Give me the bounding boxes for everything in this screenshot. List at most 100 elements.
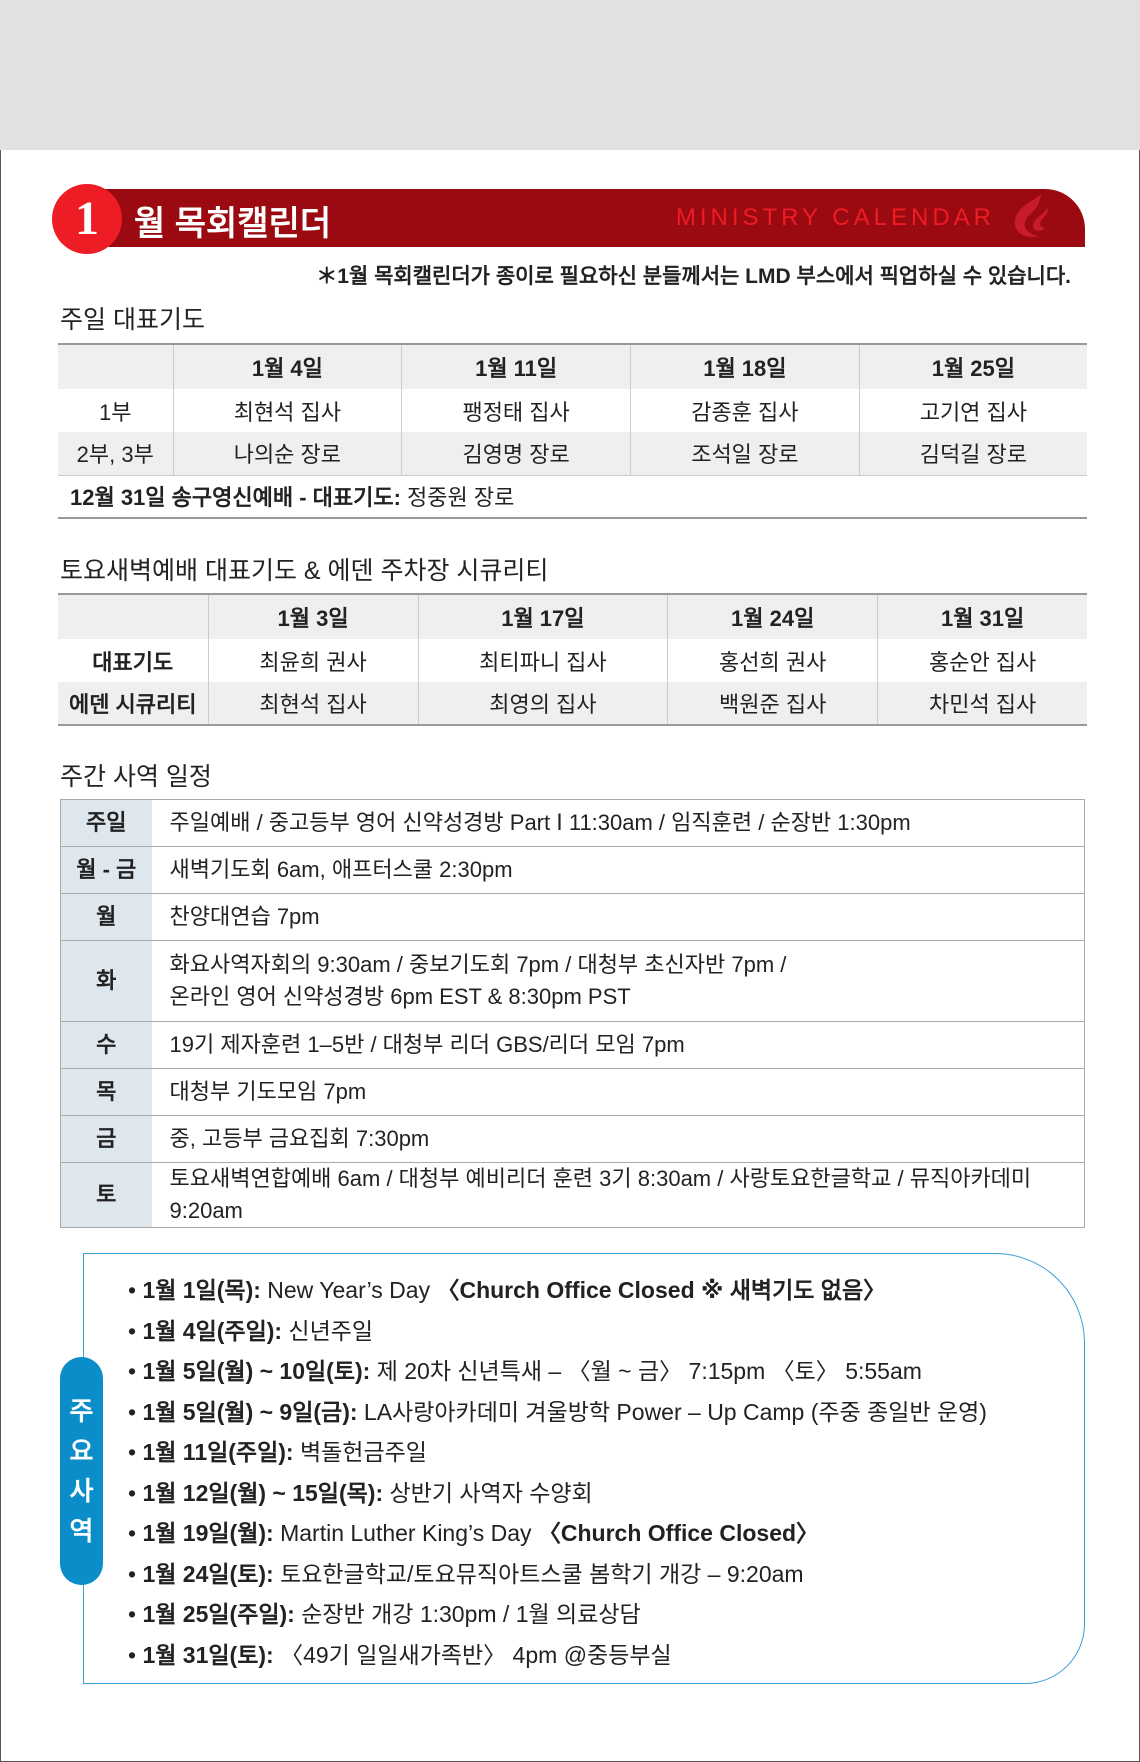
schedule-text: 토요새벽연합예배 6am / 대청부 예비리더 훈련 3기 8:30am / 사…	[151, 1162, 1085, 1228]
cell: 백원준 집사	[667, 682, 878, 725]
top-band	[0, 0, 1140, 150]
event-item: • 1월 5일(월) ~ 9일(금): LA사랑아카데미 겨울방학 Power …	[128, 1398, 987, 1425]
day-label: 월	[60, 893, 152, 941]
event-date: 1월 5일(월) ~ 9일(금):	[142, 1398, 358, 1425]
saturday-title: 토요새벽예배 대표기도 & 에덴 주차장 시큐리티	[60, 557, 549, 585]
cell: 최티파니 집사	[417, 639, 668, 682]
sunday-title: 주일 대표기도	[60, 306, 205, 334]
cell: 차민석 집사	[877, 682, 1087, 725]
row-label: 에덴 시큐리티	[58, 682, 208, 725]
header-bar	[70, 189, 1085, 247]
date-header: 1월 25일	[858, 344, 1087, 389]
event-text: 〈49기 일일새가족반〉 4pm @중등부실	[273, 1641, 672, 1668]
row-label: 대표기도	[92, 649, 174, 675]
cell: 홍순안 집사	[877, 639, 1087, 682]
row-label: 2부, 3부	[58, 432, 173, 475]
table-row: 월 찬양대연습 7pm	[60, 893, 1085, 941]
event-item: • 1월 1일(목): New Year’s Day 〈Church Offic…	[128, 1277, 887, 1303]
event-date: 1월 5일(월) ~ 10일(토):	[142, 1358, 371, 1384]
page-title: 월 목회캘린더	[134, 205, 332, 243]
event-text: 상반기 사역자 수양회	[383, 1479, 593, 1506]
table-row: 1부 최현석 집사 팽정태 집사 감종훈 집사 고기연 집사	[58, 389, 1087, 432]
schedule-text: 중, 고등부 금요집회 7:30pm	[151, 1115, 1085, 1163]
day-label: 목	[60, 1068, 152, 1116]
weekly-title: 주간 사역 일정	[60, 763, 212, 791]
table-row: 목 대청부 기도모임 7pm	[60, 1068, 1085, 1116]
day-label: 주일	[60, 799, 152, 847]
event-text: 토요한글학교/토요뮤직아트스쿨 봄학기 개강 – 9:20am	[273, 1560, 804, 1587]
table-row: 토 토요새벽연합예배 6am / 대청부 예비리더 훈련 3기 8:30am / …	[60, 1162, 1085, 1228]
event-date: 1월 19일(월):	[142, 1520, 274, 1546]
footer-label: 12월 31일 송구영신예배 - 대표기도:	[70, 485, 401, 511]
saturday-table: 1월 3일 1월 17일 1월 24일 1월 31일 대표기도 최윤희 권사 최티파니 집…	[58, 593, 1087, 726]
schedule-text: 대청부 기도모임 7pm	[151, 1068, 1085, 1116]
event-item: • 1월 19일(월): Martin Luther King’s Day 〈C…	[128, 1520, 820, 1546]
cell: 나의순 장로	[172, 432, 402, 475]
table-row: 금 중, 고등부 금요집회 7:30pm	[60, 1115, 1085, 1163]
event-text: LA사랑아카데미 겨울방학 Power – Up Camp (주중 종일반 운영…	[357, 1398, 987, 1425]
schedule-line: 화요사역자회의 9:30am / 중보기도회 7pm / 대청부 초신자반 7p…	[169, 952, 787, 977]
cell: 최윤희 권사	[207, 639, 419, 682]
events-list: • 1월 1일(목): New Year’s Day 〈Church Offic…	[128, 1270, 987, 1675]
event-item: • 1월 31일(토): 〈49기 일일새가족반〉 4pm @중등부실	[128, 1641, 672, 1668]
cell: 최영의 집사	[417, 682, 668, 725]
event-date: 1월 1일(목):	[142, 1277, 261, 1303]
event-note: 〈Church Office Closed ※ 새벽기도 없음〉	[436, 1277, 887, 1303]
day-label: 화	[60, 940, 152, 1022]
day-label: 금	[60, 1115, 152, 1163]
schedule-text: 찬양대연습 7pm	[151, 893, 1085, 941]
footer-name: 정중원 장로	[400, 485, 515, 511]
event-item: • 1월 25일(주일): 순장반 개강 1:30pm / 1월 의료상담	[128, 1601, 641, 1627]
schedule-text: 19기 제자훈련 1–5반 / 대청부 리더 GBS/리더 모임 7pm	[151, 1021, 1085, 1069]
day-label: 토	[60, 1162, 152, 1228]
event-date: 1월 31일(토):	[142, 1641, 274, 1668]
event-text: New Year’s Day	[260, 1277, 437, 1303]
table-row: 에덴 시큐리티 최현석 집사 최영의 집사 백원준 집사 차민석 집사	[58, 682, 1087, 725]
cell: 최현석 집사	[207, 682, 419, 725]
event-item: • 1월 4일(주일): 신년주일	[128, 1317, 374, 1344]
month-number: 1	[52, 184, 122, 254]
row-label: 1부	[99, 399, 132, 425]
event-text: 제 20차 신년특새 – 〈월 ~ 금〉 7:15pm 〈토〉 5:55am	[370, 1358, 922, 1384]
event-item: • 1월 12일(월) ~ 15일(목): 상반기 사역자 수양회	[128, 1479, 593, 1506]
table-row: 주일 주일예배 / 중고등부 영어 신약성경방 Part Ⅰ 11:30am / …	[60, 799, 1085, 847]
event-date: 1월 12일(월) ~ 15일(목):	[142, 1479, 384, 1506]
schedule-text: 주일예배 / 중고등부 영어 신약성경방 Part Ⅰ 11:30am / 임직…	[151, 799, 1085, 847]
table-row: 대표기도 최윤희 권사 최티파니 집사 홍선희 권사 홍순안 집사	[58, 639, 1087, 682]
date-header: 1월 3일	[207, 594, 419, 639]
cell: 김영명 장로	[401, 432, 631, 475]
event-item: • 1월 24일(토): 토요한글학교/토요뮤직아트스쿨 봄학기 개강 – 9:…	[128, 1560, 804, 1587]
english-title: MINISTRY CALENDAR	[675, 204, 995, 231]
event-item: • 1월 11일(주일): 벽돌헌금주일	[128, 1439, 427, 1465]
date-header: 1월 31일	[877, 594, 1087, 639]
event-date: 1월 11일(주일):	[142, 1439, 294, 1465]
event-date: 1월 25일(주일):	[142, 1601, 295, 1627]
cell: 팽정태 집사	[401, 389, 631, 432]
date-header: 1월 11일	[401, 344, 631, 389]
event-text: 신년주일	[282, 1317, 374, 1344]
date-header: 1월 18일	[630, 344, 860, 389]
event-item: • 1월 5일(월) ~ 10일(토): 제 20차 신년특새 – 〈월 ~ 금…	[128, 1358, 922, 1384]
event-text: 순장반 개강 1:30pm / 1월 의료상담	[294, 1601, 641, 1627]
day-label: 수	[60, 1021, 152, 1069]
event-text: Martin Luther King’s Day	[273, 1520, 538, 1546]
date-header: 1월 24일	[667, 594, 878, 639]
day-label: 월 - 금	[60, 846, 152, 894]
table-row: 수 19기 제자훈련 1–5반 / 대청부 리더 GBS/리더 모임 7pm	[60, 1021, 1085, 1069]
cell: 최현석 집사	[172, 389, 402, 432]
new-year-eve-note: 12월 31일 송구영신예배 - 대표기도: 정중원 장로	[58, 474, 1087, 518]
schedule-text: 화요사역자회의 9:30am / 중보기도회 7pm / 대청부 초신자반 7p…	[151, 940, 1085, 1022]
event-date: 1월 4일(주일):	[142, 1317, 283, 1344]
cell: 홍선희 권사	[667, 639, 878, 682]
event-note: 〈Church Office Closed〉	[537, 1520, 820, 1546]
cell: 조석일 장로	[630, 432, 860, 475]
cell: 김덕길 장로	[858, 432, 1087, 475]
table-row: 2부, 3부 나의순 장로 김영명 장로 조석일 장로 김덕길 장로	[58, 432, 1087, 475]
event-date: 1월 24일(토):	[142, 1560, 274, 1587]
schedule-text: 새벽기도회 6am, 애프터스쿨 2:30pm	[151, 846, 1085, 894]
cell: 고기연 집사	[858, 389, 1087, 432]
event-text: 벽돌헌금주일	[293, 1439, 427, 1465]
table-row: 화 화요사역자회의 9:30am / 중보기도회 7pm / 대청부 초신자반 7…	[60, 940, 1085, 1022]
